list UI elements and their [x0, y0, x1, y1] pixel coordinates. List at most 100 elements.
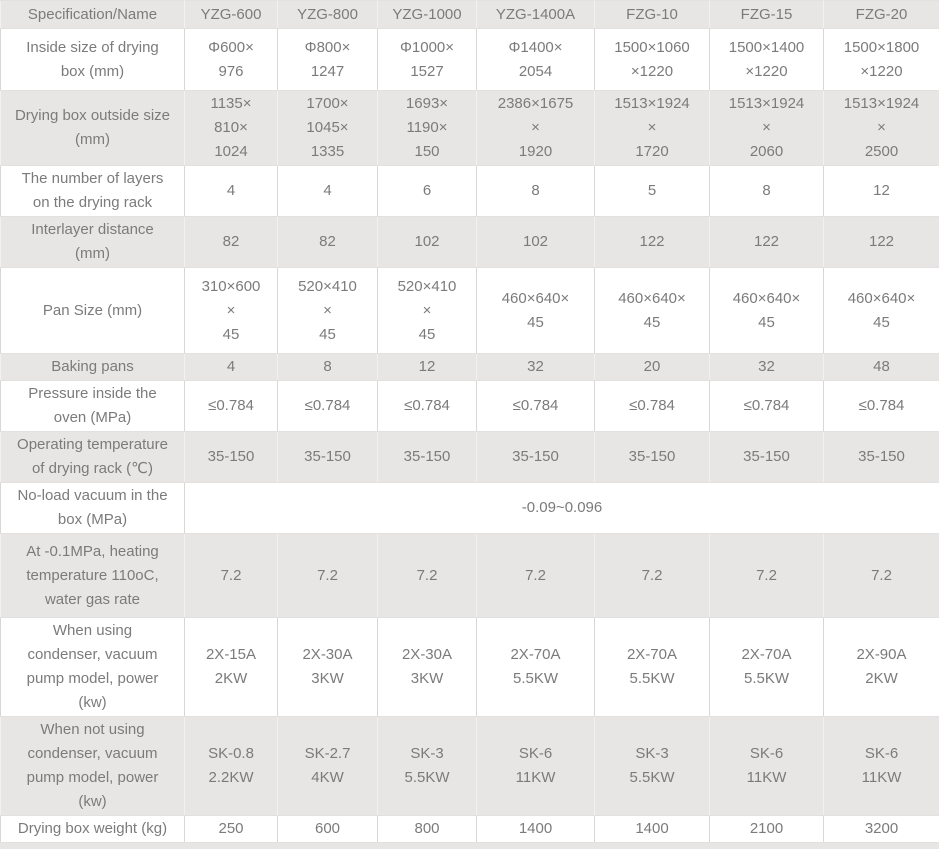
value-cell: 460×640× 45: [595, 268, 710, 354]
value-cell: 32: [710, 354, 824, 381]
value-cell: 3200: [824, 816, 939, 843]
spec-label: When not using condenser, vacuum pump mo…: [1, 717, 185, 816]
value-cell: 1513×1924 × 2060: [710, 91, 824, 166]
value-cell: 32: [477, 354, 595, 381]
spec-label: Drying box weight (kg): [1, 816, 185, 843]
value-cell: 460×640× 45: [824, 268, 939, 354]
value-cell: 82: [185, 217, 278, 268]
table-row: When not using condenser, vacuum pump mo…: [1, 717, 939, 816]
value-cell: 600: [278, 816, 378, 843]
value-cell: 7.2: [185, 534, 278, 618]
bottom-strip: [0, 843, 939, 849]
value-cell: 2X-15A 2KW: [185, 618, 278, 717]
value-cell: 460×640× 45: [710, 268, 824, 354]
model-column-header: YZG-1400A: [477, 1, 595, 29]
value-cell: 35-150: [378, 432, 477, 483]
value-cell: Φ600× 976: [185, 29, 278, 91]
value-cell: 4: [185, 354, 278, 381]
value-cell: 2386×1675 × 1920: [477, 91, 595, 166]
value-cell: 2X-90A 2KW: [824, 618, 939, 717]
value-cell: SK-6 11KW: [824, 717, 939, 816]
spec-label: Pressure inside the oven (MPa): [1, 381, 185, 432]
spec-label: When using condenser, vacuum pump model,…: [1, 618, 185, 717]
value-cell: 520×410 × 45: [378, 268, 477, 354]
value-cell: 4: [185, 166, 278, 217]
value-cell: 8: [278, 354, 378, 381]
table-row: When using condenser, vacuum pump model,…: [1, 618, 939, 717]
table-row: Operating temperature of drying rack (℃)…: [1, 432, 939, 483]
value-cell: 35-150: [824, 432, 939, 483]
value-cell: 102: [477, 217, 595, 268]
value-cell: 1400: [595, 816, 710, 843]
value-cell: 82: [278, 217, 378, 268]
value-cell: SK-3 5.5KW: [595, 717, 710, 816]
table-row: Drying box outside size (mm)1135× 810× 1…: [1, 91, 939, 166]
value-cell: ≤0.784: [278, 381, 378, 432]
value-cell: 310×600 × 45: [185, 268, 278, 354]
value-cell: 8: [710, 166, 824, 217]
value-cell: 122: [710, 217, 824, 268]
model-column-header: YZG-800: [278, 1, 378, 29]
value-cell: 2X-70A 5.5KW: [595, 618, 710, 717]
value-cell: ≤0.784: [710, 381, 824, 432]
model-column-header: YZG-1000: [378, 1, 477, 29]
value-cell: 6: [378, 166, 477, 217]
value-cell: ≤0.784: [185, 381, 278, 432]
value-cell: 4: [278, 166, 378, 217]
value-cell: 102: [378, 217, 477, 268]
merged-value-cell: -0.09~0.096: [185, 483, 939, 534]
value-cell: ≤0.784: [595, 381, 710, 432]
value-cell: ≤0.784: [824, 381, 939, 432]
value-cell: 250: [185, 816, 278, 843]
spec-label: Drying box outside size (mm): [1, 91, 185, 166]
model-column-header: FZG-20: [824, 1, 939, 29]
value-cell: 7.2: [278, 534, 378, 618]
value-cell: 20: [595, 354, 710, 381]
value-cell: 1513×1924 × 1720: [595, 91, 710, 166]
value-cell: 5: [595, 166, 710, 217]
value-cell: 7.2: [477, 534, 595, 618]
value-cell: SK-0.8 2.2KW: [185, 717, 278, 816]
value-cell: 1513×1924 × 2500: [824, 91, 939, 166]
model-column-header: FZG-10: [595, 1, 710, 29]
spec-label: Operating temperature of drying rack (℃): [1, 432, 185, 483]
value-cell: 1693× 1190× 150: [378, 91, 477, 166]
table-row: No-load vacuum in the box (MPa)-0.09~0.0…: [1, 483, 939, 534]
value-cell: 2X-70A 5.5KW: [710, 618, 824, 717]
value-cell: 7.2: [595, 534, 710, 618]
value-cell: 35-150: [185, 432, 278, 483]
value-cell: 7.2: [378, 534, 477, 618]
value-cell: 12: [378, 354, 477, 381]
value-cell: 122: [824, 217, 939, 268]
value-cell: 800: [378, 816, 477, 843]
value-cell: SK-6 11KW: [477, 717, 595, 816]
spec-label: Pan Size (mm): [1, 268, 185, 354]
value-cell: 1400: [477, 816, 595, 843]
model-column-header: FZG-15: [710, 1, 824, 29]
value-cell: 2X-30A 3KW: [378, 618, 477, 717]
value-cell: SK-3 5.5KW: [378, 717, 477, 816]
value-cell: 1135× 810× 1024: [185, 91, 278, 166]
table-row: Pressure inside the oven (MPa)≤0.784≤0.7…: [1, 381, 939, 432]
spec-name-column-header: Specification/Name: [1, 1, 185, 29]
value-cell: Φ1400× 2054: [477, 29, 595, 91]
value-cell: 2X-70A 5.5KW: [477, 618, 595, 717]
value-cell: Φ1000× 1527: [378, 29, 477, 91]
spec-label: The number of layers on the drying rack: [1, 166, 185, 217]
value-cell: 12: [824, 166, 939, 217]
value-cell: 1500×1060 ×1220: [595, 29, 710, 91]
value-cell: Φ800× 1247: [278, 29, 378, 91]
value-cell: 7.2: [710, 534, 824, 618]
value-cell: 1700× 1045× 1335: [278, 91, 378, 166]
value-cell: SK-6 11KW: [710, 717, 824, 816]
value-cell: 122: [595, 217, 710, 268]
value-cell: ≤0.784: [477, 381, 595, 432]
spec-label: Inside size of drying box (mm): [1, 29, 185, 91]
value-cell: 520×410 × 45: [278, 268, 378, 354]
